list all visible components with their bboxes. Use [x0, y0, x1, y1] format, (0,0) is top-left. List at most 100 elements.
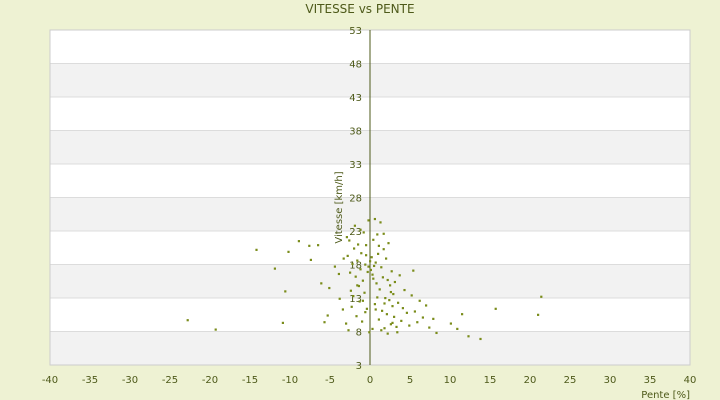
- x-tick-label: -35: [82, 375, 98, 386]
- data-point: [356, 259, 359, 262]
- data-point: [369, 260, 372, 263]
- data-point: [367, 219, 370, 222]
- data-point: [387, 242, 390, 245]
- x-tick-label: -40: [42, 375, 58, 386]
- data-point: [284, 290, 287, 293]
- data-point: [379, 221, 382, 224]
- x-tick-label: 10: [444, 375, 457, 386]
- data-point: [323, 321, 326, 324]
- x-tick-label: 5: [407, 375, 413, 386]
- data-point: [398, 274, 401, 277]
- x-tick-label: 35: [644, 375, 657, 386]
- data-point: [350, 305, 353, 308]
- data-point: [389, 323, 392, 326]
- data-point: [382, 248, 385, 251]
- data-point: [354, 275, 357, 278]
- data-point: [333, 265, 336, 268]
- data-point: [349, 289, 352, 292]
- data-point: [367, 265, 370, 268]
- y-tick-label: 18: [349, 261, 362, 272]
- x-tick-labels: -40 -35 -30 -25 -20 -15 -10 -5 0 5 10 15 20 25 30 35 40: [42, 375, 697, 386]
- data-point: [390, 270, 393, 273]
- data-point: [401, 307, 404, 310]
- y-axis-label: Vitesse [km/h]: [334, 171, 345, 243]
- x-tick-label: 0: [367, 375, 373, 386]
- data-point: [385, 257, 388, 260]
- data-point: [395, 325, 398, 329]
- data-point: [421, 316, 424, 319]
- data-point: [410, 294, 413, 297]
- data-point: [384, 297, 387, 300]
- data-point: [372, 238, 375, 241]
- data-point: [540, 295, 543, 298]
- data-point: [383, 327, 386, 330]
- data-point: [380, 329, 383, 332]
- data-point: [353, 224, 356, 227]
- data-point: [389, 290, 392, 294]
- y-tick-label: 43: [349, 93, 362, 104]
- data-point: [479, 337, 482, 341]
- data-point: [405, 311, 408, 314]
- data-point: [358, 300, 361, 303]
- data-point: [349, 271, 352, 274]
- data-point: [391, 321, 394, 324]
- data-point: [362, 231, 365, 234]
- data-point: [375, 282, 378, 285]
- data-point: [368, 331, 371, 334]
- data-point: [360, 252, 363, 255]
- data-point: [214, 328, 217, 331]
- data-point: [337, 272, 340, 276]
- data-point: [326, 314, 329, 317]
- chart-title: VITESSE vs PENTE: [305, 2, 415, 16]
- data-point: [357, 243, 360, 246]
- data-point: [364, 263, 367, 266]
- y-tick-label: 38: [349, 127, 362, 138]
- data-point: [378, 288, 381, 291]
- data-point: [320, 282, 323, 285]
- data-point: [456, 327, 459, 331]
- data-point: [381, 309, 384, 312]
- data-point: [287, 250, 290, 253]
- data-point: [383, 302, 386, 305]
- data-point: [273, 267, 276, 270]
- x-tick-label: 25: [564, 375, 577, 386]
- data-point: [341, 308, 344, 311]
- x-tick-label: -5: [325, 375, 335, 386]
- data-point: [413, 310, 416, 313]
- data-point: [359, 268, 362, 271]
- data-point: [374, 308, 377, 311]
- data-point: [461, 313, 464, 316]
- data-point: [380, 266, 383, 269]
- data-point: [281, 321, 284, 324]
- data-point: [317, 244, 320, 247]
- data-point: [449, 322, 452, 325]
- y-tick-label: 23: [349, 227, 362, 238]
- data-point: [352, 294, 355, 298]
- data-point: [348, 239, 351, 242]
- y-tick-label: 13: [349, 294, 362, 305]
- data-point: [377, 244, 380, 247]
- data-point: [309, 258, 312, 262]
- data-point: [376, 296, 379, 299]
- data-point: [392, 292, 395, 296]
- data-point: [365, 244, 368, 247]
- data-point: [418, 299, 421, 302]
- data-point: [408, 324, 411, 327]
- data-point: [374, 261, 377, 264]
- data-point: [346, 254, 349, 257]
- data-point: [386, 332, 389, 335]
- y-tick-label: 33: [349, 160, 362, 171]
- data-point: [435, 331, 438, 335]
- data-point: [356, 284, 359, 287]
- data-point: [403, 288, 406, 292]
- data-point: [428, 326, 431, 329]
- data-point: [353, 247, 356, 250]
- data-point: [338, 297, 341, 300]
- y-tick-label: 3: [356, 361, 362, 372]
- data-point: [388, 299, 391, 302]
- data-point: [416, 321, 419, 324]
- data-point: [255, 248, 258, 251]
- data-point: [359, 228, 362, 231]
- data-points: [186, 217, 543, 341]
